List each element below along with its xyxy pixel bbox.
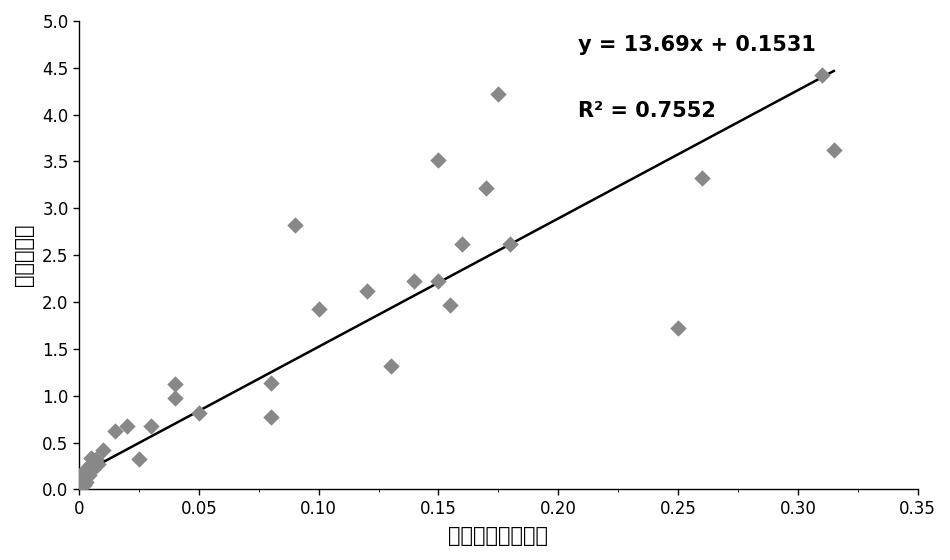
Point (191, 408, 206, 417)
Point (694, 174, 710, 183)
Point (95, 446, 110, 455)
Point (431, 155, 446, 164)
Point (263, 379, 278, 388)
Point (74, 475, 89, 484)
Point (407, 277, 422, 286)
Point (167, 394, 182, 403)
Point (84, 460, 99, 469)
Point (86, 464, 101, 473)
Point (167, 380, 182, 389)
Point (359, 286, 374, 295)
Point (455, 240, 470, 249)
Text: y = 13.69x + 0.1531: y = 13.69x + 0.1531 (578, 35, 816, 55)
Point (671, 324, 686, 333)
Point (263, 413, 278, 422)
Point (491, 90, 506, 99)
Point (79, 477, 94, 486)
Point (76, 480, 91, 489)
Point (74, 480, 89, 489)
X-axis label: 土壤有效态镀含量: 土壤有效态镀含量 (448, 526, 548, 546)
Point (84, 454, 99, 463)
Point (79, 464, 94, 473)
Point (826, 146, 842, 155)
Point (88, 455, 104, 464)
Point (90, 460, 105, 469)
Point (76, 474, 91, 483)
Point (107, 427, 123, 436)
Point (443, 300, 458, 309)
Point (383, 361, 398, 370)
Point (71, 483, 86, 492)
Point (79, 473, 94, 482)
Point (431, 277, 446, 286)
Point (287, 221, 302, 230)
Point (503, 240, 518, 249)
Point (81, 471, 96, 480)
Y-axis label: 稻米镀含量: 稻米镀含量 (14, 224, 34, 286)
Point (81, 464, 96, 473)
Point (143, 421, 159, 430)
Point (814, 71, 829, 80)
Text: R² = 0.7552: R² = 0.7552 (578, 101, 716, 120)
Point (311, 305, 326, 314)
Point (479, 183, 494, 192)
Point (131, 455, 146, 464)
Point (76, 468, 91, 477)
Point (120, 421, 135, 430)
